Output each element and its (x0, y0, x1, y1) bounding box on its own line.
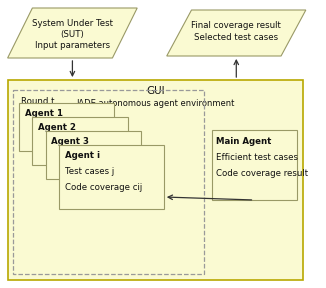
Text: Agent 2: Agent 2 (38, 122, 76, 132)
Bar (19, 103, 114, 151)
Text: Efficient test cases: Efficient test cases (216, 154, 298, 162)
Text: (SUT): (SUT) (61, 29, 84, 39)
Bar (32, 117, 128, 165)
Bar (59, 145, 164, 209)
Text: Final coverage result: Final coverage result (191, 20, 281, 29)
Text: Agent 1: Agent 1 (25, 109, 63, 118)
Text: Input parameters: Input parameters (35, 41, 110, 50)
Text: System Under Test: System Under Test (32, 18, 113, 27)
Bar (212, 130, 297, 200)
Text: Main Agent: Main Agent (216, 137, 272, 147)
Bar (46, 131, 141, 179)
Polygon shape (7, 8, 137, 58)
Text: Selected test cases: Selected test cases (194, 33, 278, 43)
Polygon shape (167, 10, 306, 56)
Text: Agent 3: Agent 3 (52, 137, 89, 145)
Text: JADE autonomous agent environment: JADE autonomous agent environment (76, 99, 234, 109)
Text: GUI: GUI (146, 86, 165, 96)
Text: Code coverage cij: Code coverage cij (65, 183, 142, 192)
Text: Agent i: Agent i (65, 151, 100, 160)
Text: Code coverage result: Code coverage result (216, 170, 308, 179)
Text: Test cases j: Test cases j (65, 166, 114, 175)
Bar (13, 90, 204, 274)
Bar (7, 80, 303, 280)
Text: Round t: Round t (21, 98, 54, 107)
